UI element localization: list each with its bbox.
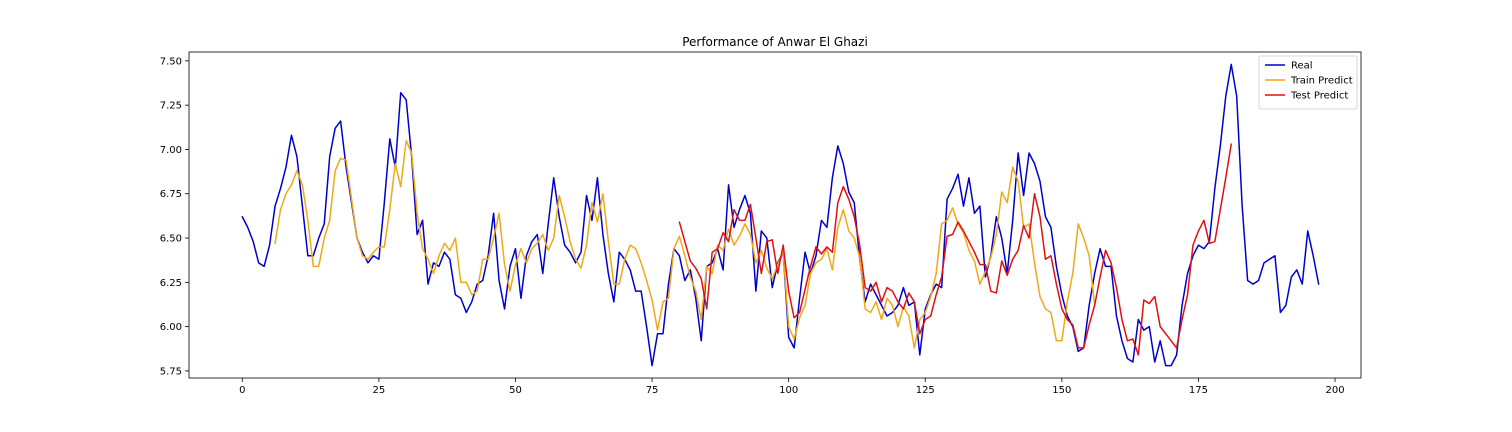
- y-tick-label: 6.00: [160, 322, 182, 333]
- legend-label: Test Predict: [1290, 91, 1348, 102]
- y-tick-label: 6.75: [160, 189, 182, 200]
- series-line-test-predict: [678, 143, 1232, 356]
- plot-frame: [188, 51, 1362, 379]
- legend: Real Train Predict Test Predict: [1258, 55, 1358, 110]
- y-tick-label: 7.50: [160, 56, 182, 67]
- legend-label: Real: [1291, 61, 1313, 72]
- legend-label: Train Predict: [1290, 76, 1353, 87]
- x-tick-label: 200: [1325, 385, 1344, 396]
- series-layer: [241, 63, 1320, 367]
- y-tick-label: 6.50: [160, 234, 182, 245]
- chart-title: Performance of Anwar El Ghazi: [682, 35, 868, 49]
- x-tick-label: 0: [239, 385, 245, 396]
- x-tick-label: 50: [509, 385, 522, 396]
- x-tick-label: 100: [779, 385, 798, 396]
- x-axis: 0 25 50 75 100 125 150 175 200: [239, 378, 1345, 396]
- y-tick-label: 7.25: [160, 101, 182, 112]
- y-axis: 5.75 6.00 6.25 6.50 6.75 7.00 7.25 7.50: [160, 56, 189, 377]
- x-tick-label: 125: [916, 385, 935, 396]
- y-tick-label: 6.25: [160, 278, 182, 289]
- x-tick-label: 150: [1052, 385, 1071, 396]
- y-tick-label: 7.00: [160, 145, 182, 156]
- x-tick-label: 75: [646, 385, 659, 396]
- x-tick-label: 175: [1189, 385, 1208, 396]
- x-tick-label: 25: [373, 385, 386, 396]
- y-tick-label: 5.75: [160, 366, 182, 377]
